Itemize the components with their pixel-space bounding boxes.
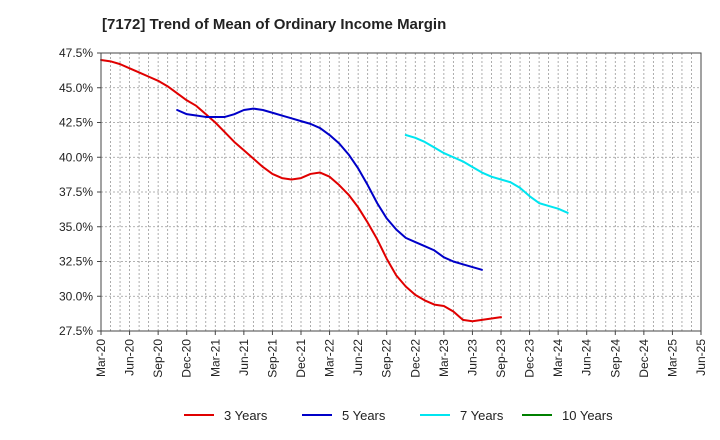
x-tick-label: Dec-22 [408,339,422,378]
series-line-5-years [176,107,483,271]
plot-border [100,52,702,332]
y-tick-label: 40.0% [59,150,93,164]
legend-label: 3 Years [224,408,268,423]
y-tick-label: 47.5% [59,46,93,60]
chart-title: [7172] Trend of Mean of Ordinary Income … [102,16,447,33]
x-tick-label: Mar-22 [323,339,337,377]
x-tick-label: Jun-23 [465,339,479,376]
x-tick-label: Sep-23 [494,339,508,378]
x-tick-label: Sep-21 [265,339,279,378]
x-tick-label: Sep-20 [151,339,165,378]
x-tick-label: Mar-24 [551,339,565,377]
legend-label: 7 Years [460,408,504,423]
y-tick-label: 37.5% [59,185,93,199]
y-tick-label: 32.5% [59,255,93,269]
y-tick-label: 45.0% [59,81,93,95]
y-tick-label: 30.0% [59,289,93,303]
x-tick-label: Mar-21 [208,339,222,377]
x-tick-label: Mar-25 [665,339,679,377]
x-tick-label: Jun-25 [694,339,708,376]
y-tick-label: 35.0% [59,220,93,234]
series-line-7-years [404,134,569,214]
x-tick-label: Dec-21 [294,339,308,378]
x-tick-label: Jun-20 [123,339,137,376]
series-line-3-years [100,58,502,323]
x-tick-label: Mar-20 [94,339,108,377]
legend-label: 10 Years [562,408,613,423]
x-tick-label: Jun-24 [580,339,594,376]
x-tick-label: Dec-23 [523,339,537,378]
x-tick-label: Dec-24 [637,339,651,378]
x-tick-label: Sep-24 [608,339,622,378]
x-tick-label: Jun-21 [237,339,251,376]
y-tick-label: 42.5% [59,116,93,130]
x-tick-label: Sep-22 [380,339,394,378]
x-tick-label: Mar-23 [437,339,451,377]
y-tick-label: 27.5% [59,324,93,338]
x-tick-label: Dec-20 [180,339,194,378]
legend-label: 5 Years [342,408,386,423]
x-tick-label: Jun-22 [351,339,365,376]
